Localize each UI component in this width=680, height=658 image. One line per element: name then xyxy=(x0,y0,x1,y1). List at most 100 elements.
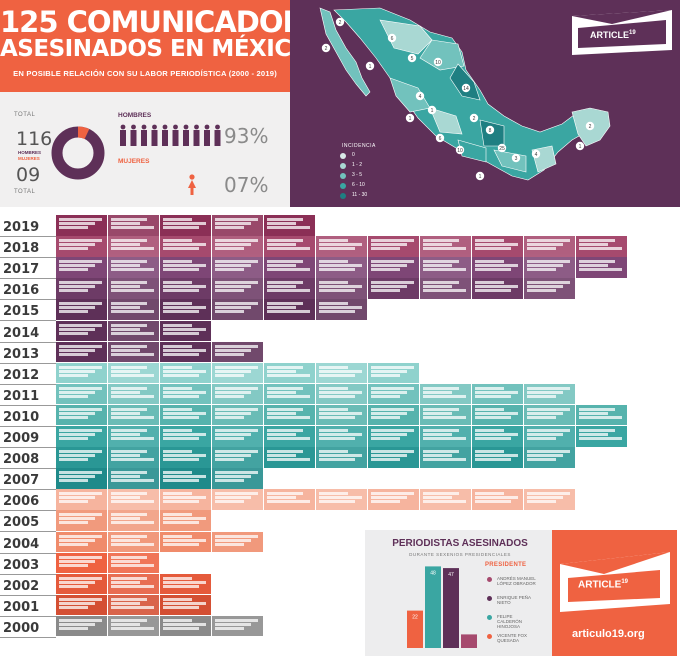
card-text-line xyxy=(319,302,348,306)
card-text-line xyxy=(111,584,154,588)
man-icon xyxy=(130,124,137,146)
card-text-line xyxy=(59,475,95,479)
card-text-line xyxy=(111,226,154,229)
card-text-line xyxy=(475,433,518,436)
victim-card xyxy=(368,447,419,468)
card-text-line xyxy=(423,268,466,272)
map-marker-count: 6 xyxy=(439,136,442,142)
card-text-line xyxy=(59,429,102,432)
card-text-line xyxy=(527,386,570,390)
website-url[interactable]: articulo19.org xyxy=(572,628,645,640)
card-text-line xyxy=(423,260,459,264)
year-label: 2013 xyxy=(3,346,40,362)
map-marker-count: 1 xyxy=(431,108,434,114)
map-marker-count: 1 xyxy=(479,174,482,180)
victim-card xyxy=(524,404,575,426)
map-marker-count: 4 xyxy=(419,94,422,100)
victim-card xyxy=(420,383,471,405)
card-text-line xyxy=(59,264,95,268)
card-text-line xyxy=(475,454,518,458)
card-text-line xyxy=(163,369,206,373)
donut-women-arc xyxy=(51,126,105,180)
victim-card xyxy=(212,468,263,489)
card-text-line xyxy=(163,281,192,285)
victim-card xyxy=(56,489,107,510)
brand-block: ARTICLE19 articulo19.org xyxy=(552,530,677,656)
card-text-line xyxy=(423,285,452,289)
card-text-line xyxy=(319,450,348,454)
card-text-line xyxy=(163,344,192,348)
card-text-line xyxy=(59,576,102,580)
year-divider xyxy=(0,552,56,554)
year-divider xyxy=(0,278,56,280)
card-text-line xyxy=(111,605,154,609)
card-text-line xyxy=(215,268,244,272)
card-text-line xyxy=(319,281,348,285)
victim-card xyxy=(264,257,315,278)
card-text-line xyxy=(215,285,251,289)
victim-card xyxy=(368,489,419,510)
card-text-line xyxy=(267,222,296,225)
legend-label: 0 xyxy=(352,152,355,158)
victim-card xyxy=(420,426,471,447)
victim-card xyxy=(472,257,523,278)
victim-card xyxy=(576,404,627,426)
victim-card xyxy=(56,404,107,426)
map-legend-title: INCIDENCIA xyxy=(342,143,376,149)
card-text-line xyxy=(59,479,88,483)
victim-card xyxy=(368,383,419,405)
men-percentage: 93% xyxy=(224,124,269,148)
card-text-line xyxy=(111,373,154,377)
victim-card xyxy=(212,447,263,468)
victim-card xyxy=(212,299,263,320)
card-text-line xyxy=(163,450,192,454)
card-text-line xyxy=(111,433,140,436)
card-text-line xyxy=(215,496,251,500)
card-text-line xyxy=(59,310,88,314)
card-text-line xyxy=(371,450,414,454)
card-text-line xyxy=(371,437,400,440)
title-line-1: 125 COMUNICADORES xyxy=(0,5,344,39)
map-marker-count: 2 xyxy=(473,116,476,122)
card-text-line xyxy=(163,331,199,335)
victim-card xyxy=(56,257,107,278)
card-text-line xyxy=(111,626,154,630)
card-text-line xyxy=(163,352,199,356)
card-text-line xyxy=(111,268,154,272)
women-total: 09 xyxy=(16,164,41,186)
victim-card xyxy=(160,489,211,510)
map-legend-item: 3 - 5 xyxy=(340,172,380,180)
card-text-line xyxy=(267,369,296,373)
card-text-line xyxy=(215,247,244,251)
card-text-line xyxy=(111,260,147,264)
card-text-line xyxy=(59,247,88,251)
card-text-line xyxy=(215,226,244,229)
map-marker xyxy=(415,91,425,101)
card-text-line xyxy=(215,260,258,264)
subtitle: EN POSIBLE RELACIÓN CON SU LABOR PERIODÍ… xyxy=(13,69,277,78)
victim-card xyxy=(56,594,107,616)
card-text-line xyxy=(371,373,400,377)
card-text-line xyxy=(371,500,400,504)
president-swatch xyxy=(487,634,492,639)
victim-card xyxy=(212,531,263,552)
card-text-line xyxy=(267,496,296,500)
legend-swatch xyxy=(340,173,346,179)
card-text-line xyxy=(111,559,140,563)
card-text-line xyxy=(163,437,199,440)
victim-card xyxy=(264,215,315,236)
card-text-line xyxy=(59,559,95,563)
card-text-line xyxy=(215,407,258,411)
victim-card xyxy=(264,278,315,299)
map-legend-item: 6 - 10 xyxy=(340,182,380,190)
card-text-line xyxy=(111,390,140,394)
card-text-line xyxy=(111,222,140,225)
victim-card xyxy=(264,426,315,447)
victim-card xyxy=(108,320,159,341)
card-text-line xyxy=(371,264,407,268)
card-text-line xyxy=(267,492,303,496)
card-text-line xyxy=(111,302,147,306)
card-text-line xyxy=(475,390,518,394)
card-text-line xyxy=(59,352,88,356)
